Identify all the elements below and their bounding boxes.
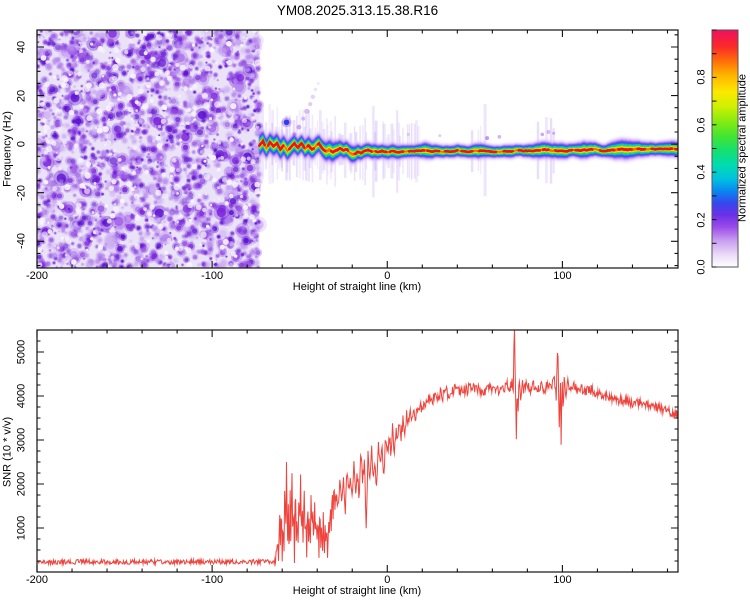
top-x-tick-label: -100: [201, 270, 224, 282]
bottom-x-axis-label: Height of straight line (km): [292, 585, 422, 597]
bottom-x-tick-label: 100: [553, 574, 572, 586]
top-x-axis-label: Height of straight line (km): [292, 281, 422, 293]
top-x-tick-label: 0: [384, 270, 391, 282]
top-y-tick-label: 20: [15, 89, 28, 102]
top-x-tick-label: -200: [25, 270, 49, 282]
figure-title: YM08.2025.313.15.38.R16: [276, 3, 439, 18]
top-y-tick-label: -20: [15, 184, 28, 201]
bottom-x-tick-label: -100: [201, 574, 224, 586]
top-y-tick-label: -40: [15, 233, 28, 250]
top-x-tick-label: 100: [553, 270, 572, 282]
colorbar-label: Normalized spectral amplitude: [736, 74, 749, 222]
colorbar-tick-label: 0.2: [695, 211, 708, 228]
bottom-y-axis-label: SNR (10 * v/v): [1, 416, 14, 488]
bottom-y-tick-label: 5000: [15, 339, 28, 365]
colorbar-tick-label: 0.0: [695, 259, 708, 275]
bottom-x-tick-label: 0: [384, 574, 391, 586]
top-y-tick-label: 0: [15, 141, 28, 148]
top-y-axis-label: Frequency (Hz): [1, 111, 14, 187]
colorbar-tick-label: 0.6: [695, 117, 708, 133]
bottom-y-tick-label: 2000: [15, 471, 28, 497]
top-y-tick-label: 40: [15, 40, 28, 54]
bottom-y-tick-label: 4000: [15, 383, 28, 409]
colorbar-tick-label: 0.4: [695, 164, 708, 180]
bottom-y-tick-label: 3000: [15, 427, 28, 453]
bottom-x-tick-label: -200: [25, 574, 49, 586]
bottom-y-tick-label: 1000: [15, 515, 28, 541]
colorbar-tick-label: 0.8: [695, 69, 708, 86]
